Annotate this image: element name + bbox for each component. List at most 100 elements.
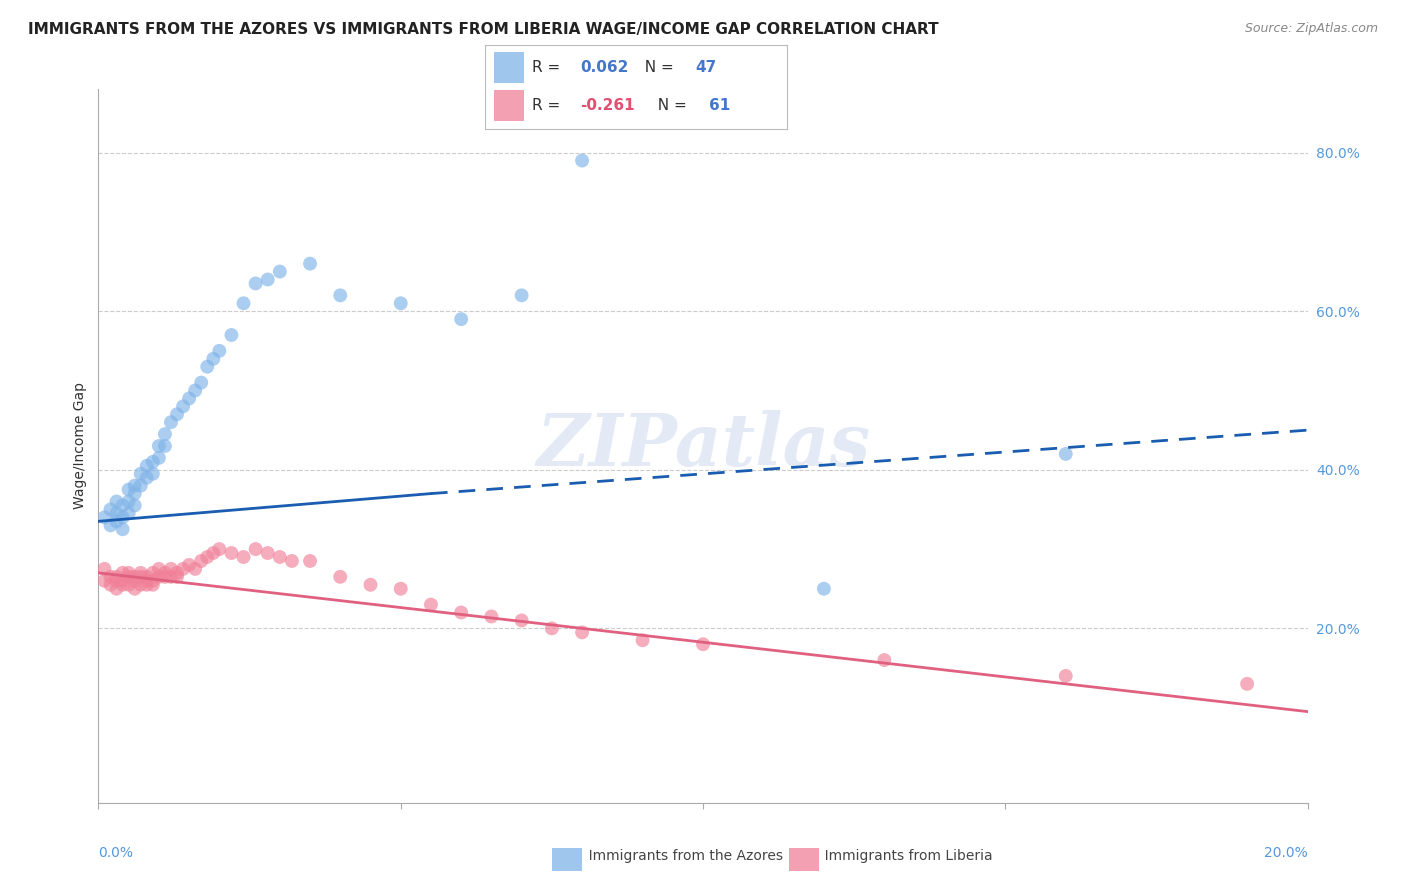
Point [105, 494, 128, 508]
Point [269, 549, 291, 564]
Point [111, 566, 134, 580]
Point [148, 570, 170, 584]
FancyBboxPatch shape [494, 90, 524, 120]
Point [142, 578, 165, 592]
Point [166, 566, 188, 580]
Point [105, 514, 128, 528]
Point [269, 264, 291, 278]
Point [510, 614, 533, 628]
Point [93, 574, 115, 588]
Point [571, 625, 593, 640]
Point [153, 566, 176, 580]
Text: Source: ZipAtlas.com: Source: ZipAtlas.com [1244, 22, 1378, 36]
Point [153, 439, 176, 453]
Point [281, 554, 304, 568]
Point [172, 562, 194, 576]
Point [571, 153, 593, 168]
Point [299, 257, 322, 271]
Point [135, 570, 157, 584]
Point [420, 598, 443, 612]
Point [148, 439, 170, 453]
Point [510, 288, 533, 302]
Point [221, 546, 243, 560]
Point [179, 392, 201, 406]
Point [389, 582, 412, 596]
Point [124, 478, 146, 492]
Point [111, 578, 134, 592]
Point [179, 558, 201, 572]
Point [813, 582, 835, 596]
Point [202, 546, 225, 560]
Point [208, 542, 231, 557]
Point [111, 522, 134, 536]
Point [118, 494, 141, 508]
Point [873, 653, 896, 667]
Point [129, 570, 152, 584]
FancyBboxPatch shape [789, 847, 820, 871]
Text: Immigrants from Liberia: Immigrants from Liberia [793, 849, 993, 863]
Point [1054, 447, 1077, 461]
Point [329, 570, 352, 584]
Point [100, 502, 122, 516]
Text: R =: R = [531, 98, 565, 113]
Point [184, 562, 207, 576]
Point [100, 518, 122, 533]
Point [105, 507, 128, 521]
Point [111, 499, 134, 513]
Point [142, 467, 165, 481]
Point [124, 582, 146, 596]
Point [190, 554, 212, 568]
Point [142, 566, 165, 580]
Point [232, 296, 254, 310]
Point [118, 578, 141, 592]
Point [221, 328, 243, 343]
Point [105, 582, 128, 596]
Text: Immigrants from the Azores: Immigrants from the Azores [558, 849, 783, 863]
Point [184, 384, 207, 398]
Text: IMMIGRANTS FROM THE AZORES VS IMMIGRANTS FROM LIBERIA WAGE/INCOME GAP CORRELATIO: IMMIGRANTS FROM THE AZORES VS IMMIGRANTS… [28, 22, 939, 37]
Point [118, 483, 141, 497]
Point [129, 566, 152, 580]
Y-axis label: Wage/Income Gap: Wage/Income Gap [73, 383, 87, 509]
Point [166, 570, 188, 584]
Point [450, 312, 472, 326]
Point [118, 507, 141, 521]
Point [129, 467, 152, 481]
Point [124, 486, 146, 500]
Point [389, 296, 412, 310]
Point [208, 343, 231, 358]
Text: N =: N = [648, 98, 692, 113]
Point [299, 554, 322, 568]
FancyBboxPatch shape [494, 53, 524, 83]
Point [160, 415, 183, 429]
Text: 20.0%: 20.0% [1264, 846, 1308, 860]
Point [129, 478, 152, 492]
Point [190, 376, 212, 390]
Point [1054, 669, 1077, 683]
Text: ZIPatlas: ZIPatlas [536, 410, 870, 482]
Point [142, 455, 165, 469]
Text: -0.261: -0.261 [581, 98, 636, 113]
Point [129, 578, 152, 592]
Point [135, 578, 157, 592]
Point [481, 609, 503, 624]
Point [256, 546, 278, 560]
Point [105, 570, 128, 584]
Text: 0.0%: 0.0% [98, 846, 134, 860]
Point [105, 574, 128, 588]
Point [256, 272, 278, 286]
Point [195, 549, 218, 564]
Point [124, 570, 146, 584]
Text: N =: N = [634, 60, 678, 75]
Point [142, 574, 165, 588]
Point [135, 471, 157, 485]
Point [153, 570, 176, 584]
Point [135, 574, 157, 588]
Point [153, 427, 176, 442]
Point [172, 400, 194, 414]
Point [160, 570, 183, 584]
Point [148, 562, 170, 576]
Point [540, 621, 562, 635]
Point [100, 578, 122, 592]
Text: 61: 61 [709, 98, 730, 113]
